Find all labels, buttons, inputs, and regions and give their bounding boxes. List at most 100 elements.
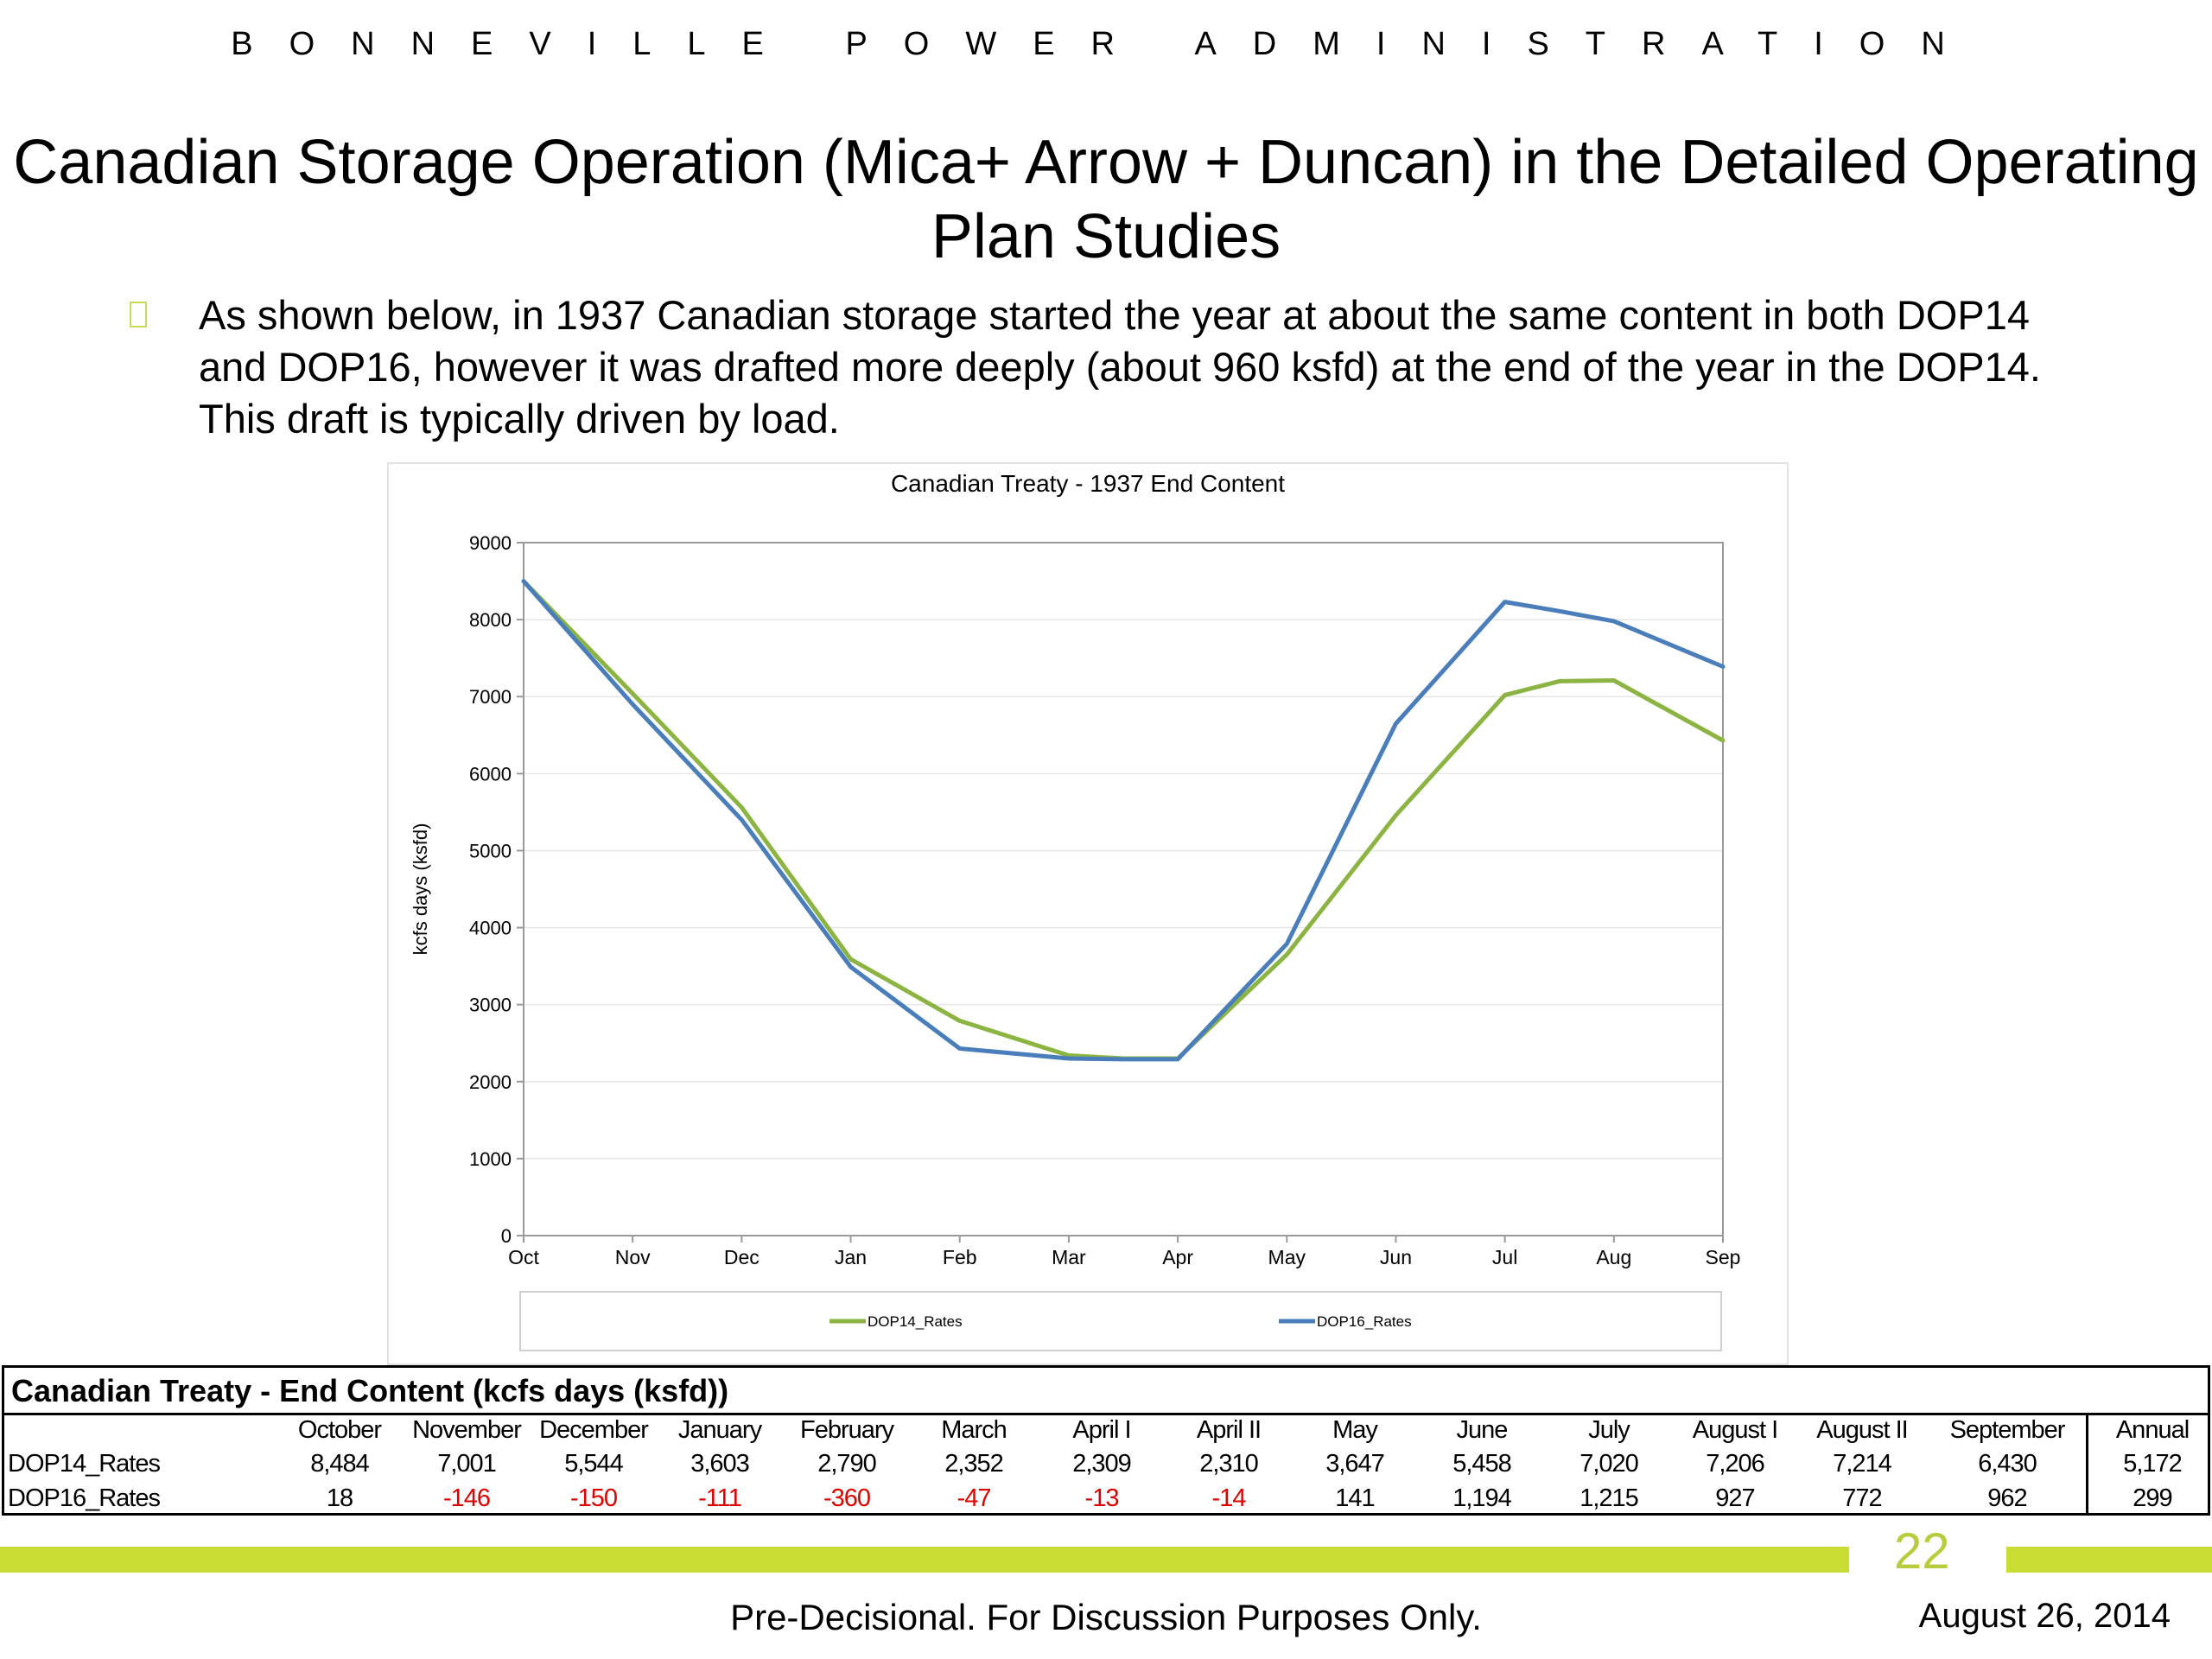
table-cell: 7,214 — [1833, 1450, 1892, 1478]
table-cell: 1,194 — [1452, 1484, 1512, 1512]
data-point — [1721, 739, 1725, 743]
x-tick-label: Apr — [1162, 1246, 1193, 1268]
y-tick-label: 1000 — [469, 1148, 512, 1170]
x-tick-label: Jun — [1380, 1246, 1412, 1268]
table-column-header: October — [297, 1416, 382, 1444]
legend-label: DOP14_Rates — [868, 1313, 963, 1330]
table-cell: 2,310 — [1199, 1450, 1259, 1478]
table-column-header: April I — [1072, 1416, 1131, 1444]
legend: DOP14_Rates DOP16_Rates — [830, 1313, 1412, 1330]
table-cell: 7,001 — [437, 1450, 497, 1478]
data-point — [631, 691, 635, 696]
footer-disclaimer: Pre-Decisional. For Discussion Purposes … — [730, 1597, 1482, 1637]
x-tick-label: Feb — [943, 1246, 977, 1268]
data-point — [1503, 600, 1507, 604]
x-tick-label: Nov — [615, 1246, 651, 1268]
y-tick-label: 8000 — [469, 609, 512, 631]
page-number: 22 — [1894, 1523, 1950, 1580]
x-tick-label: Jan — [835, 1246, 867, 1268]
table-divider — [4, 1413, 2208, 1415]
chart-frame — [387, 462, 1789, 1365]
data-point — [957, 1046, 962, 1051]
gridlines — [524, 619, 1723, 1160]
y-tick-label: 2000 — [469, 1071, 512, 1093]
x-tick-label: Oct — [508, 1246, 539, 1268]
data-point — [1394, 721, 1398, 726]
data-point — [522, 579, 525, 583]
plot-area-border — [523, 542, 1724, 1236]
line-chart: Canadian Treaty - 1937 End Content 0 1000… — [410, 470, 1740, 1351]
y-tick-label: 4000 — [469, 918, 512, 939]
table-cell: -111 — [698, 1484, 742, 1512]
y-tick-label: 3000 — [469, 995, 512, 1016]
data-point — [1176, 1057, 1180, 1061]
table-column-header: February — [799, 1416, 894, 1444]
table-cell: 7,206 — [1706, 1450, 1765, 1478]
table-cell: -47 — [957, 1484, 992, 1512]
table-column-header: November — [412, 1416, 522, 1444]
table-cell: 772 — [1842, 1484, 1882, 1512]
table-cell: 927 — [1715, 1484, 1755, 1512]
data-point — [1285, 952, 1289, 957]
y-tick-label: 0 — [501, 1225, 512, 1247]
table-column-header: April II — [1196, 1416, 1262, 1444]
table-cell: 2,790 — [817, 1450, 877, 1478]
data-point — [740, 805, 744, 810]
table-cell: -360 — [823, 1484, 871, 1512]
table-row-label: DOP16_Rates — [8, 1484, 161, 1512]
table-cell: 299 — [2133, 1484, 2172, 1512]
x-tick-label: Jul — [1492, 1246, 1517, 1268]
table-cell: 7,020 — [1580, 1450, 1639, 1478]
bullet-marker-icon — [130, 302, 147, 327]
data-point — [1557, 609, 1561, 613]
table-column-header: December — [539, 1416, 649, 1444]
table-column-header: July — [1588, 1416, 1630, 1444]
y-tick-label: 7000 — [469, 686, 512, 708]
table-column-header: March — [941, 1416, 1007, 1444]
table-cell: 2,352 — [944, 1450, 1004, 1478]
table-cell: 2,309 — [1072, 1450, 1132, 1478]
table-column-header: January — [677, 1416, 762, 1444]
data-point — [1611, 619, 1616, 623]
table-cell: -14 — [1211, 1484, 1247, 1512]
data-point — [1557, 679, 1561, 683]
data-point — [1066, 1057, 1071, 1061]
table-cell: 5,458 — [1452, 1450, 1512, 1478]
table-cell: -13 — [1084, 1484, 1120, 1512]
data-table: Canadian Treaty - End Content (kcfs days… — [2, 1365, 2210, 1516]
table-cell: 5,544 — [564, 1450, 624, 1478]
table-cell: 141 — [1335, 1484, 1375, 1512]
data-point — [1285, 942, 1289, 946]
y-axis-ticks: 0 1000 2000 3000 4000 5000 6000 7000 8000 9000 — [469, 532, 524, 1247]
table-cell: 3,647 — [1325, 1450, 1385, 1478]
data-point — [849, 957, 853, 962]
table-cell: 3,603 — [690, 1450, 750, 1478]
y-tick-label: 5000 — [469, 840, 512, 861]
x-axis-ticks: Oct Nov Dec Jan Feb Mar Apr May Jun Jul Aug Sep — [508, 1236, 1740, 1268]
table-column-header: August I — [1692, 1416, 1778, 1444]
footer-bar-right — [2006, 1547, 2212, 1573]
x-tick-label: Dec — [724, 1246, 760, 1268]
data-point — [1394, 813, 1398, 817]
data-point — [1611, 678, 1616, 683]
data-point — [740, 817, 744, 822]
series-lines — [521, 579, 1726, 1062]
table-cell: 6,430 — [1978, 1450, 2037, 1478]
series-line-dop14_rates — [521, 579, 1726, 1061]
footer-date: August 26, 2014 — [1918, 1597, 2171, 1635]
series-line-dop16_rates — [521, 579, 1726, 1062]
y-axis-label: kcfs days (ksfd) — [410, 823, 431, 956]
table-row-label: DOP14_Rates — [8, 1450, 161, 1478]
table-title: Canadian Treaty - End Content (kcfs days… — [11, 1373, 729, 1408]
annual-column-divider — [2086, 1413, 2088, 1515]
table-cell: 5,172 — [2123, 1450, 2183, 1478]
data-point — [849, 965, 853, 969]
footer-bar-left — [0, 1547, 1849, 1573]
data-point — [1122, 1057, 1125, 1061]
table-column-header: September — [1949, 1416, 2066, 1444]
table-cell: 1,215 — [1580, 1484, 1639, 1512]
bullet-text: As shown below, in 1937 Canadian storage… — [199, 292, 2041, 442]
x-tick-label: Mar — [1052, 1246, 1086, 1268]
agency-name: BONNEVILLE POWER ADMINISTRATION — [231, 26, 1981, 62]
table-cell: 962 — [1987, 1484, 2027, 1512]
